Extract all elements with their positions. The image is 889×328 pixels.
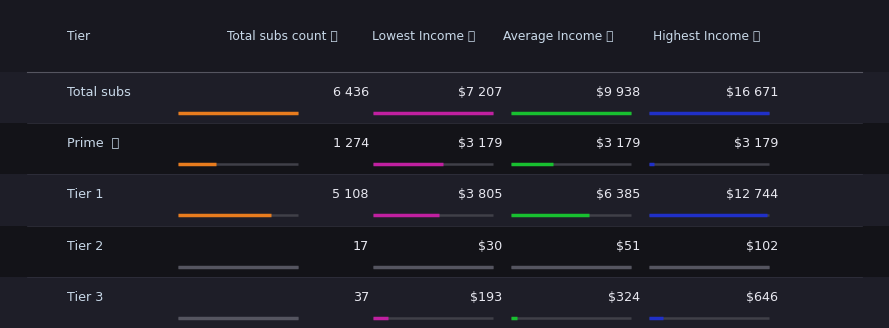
Text: Total subs count ⓘ: Total subs count ⓘ	[227, 30, 338, 43]
Text: $3 179: $3 179	[458, 137, 502, 150]
Text: $51: $51	[616, 240, 640, 253]
Text: Average Income ⓘ: Average Income ⓘ	[503, 30, 613, 43]
Bar	[0, 226, 889, 277]
Bar	[0, 277, 889, 328]
Text: 6 436: 6 436	[332, 86, 369, 99]
Text: $9 938: $9 938	[596, 86, 640, 99]
Bar	[0, 123, 889, 174]
Bar	[0, 174, 889, 226]
Text: $12 744: $12 744	[725, 189, 778, 201]
Text: Total subs: Total subs	[67, 86, 131, 99]
Text: Prime  ⓘ: Prime ⓘ	[67, 137, 119, 150]
Text: $3 179: $3 179	[596, 137, 640, 150]
Bar	[0, 72, 889, 123]
Text: Tier 2: Tier 2	[67, 240, 103, 253]
Text: Tier: Tier	[67, 30, 90, 43]
Text: 17: 17	[353, 240, 369, 253]
Text: $7 207: $7 207	[458, 86, 502, 99]
Text: $3 179: $3 179	[733, 137, 778, 150]
Text: $102: $102	[746, 240, 778, 253]
Text: 37: 37	[353, 291, 369, 304]
Text: $324: $324	[608, 291, 640, 304]
Text: $3 805: $3 805	[458, 189, 502, 201]
Text: $30: $30	[478, 240, 502, 253]
Text: $16 671: $16 671	[725, 86, 778, 99]
Text: 1 274: 1 274	[332, 137, 369, 150]
Text: $193: $193	[470, 291, 502, 304]
Text: 5 108: 5 108	[332, 189, 369, 201]
Text: $6 385: $6 385	[596, 189, 640, 201]
Text: Highest Income ⓘ: Highest Income ⓘ	[653, 30, 760, 43]
Text: Lowest Income ⓘ: Lowest Income ⓘ	[372, 30, 476, 43]
Text: Tier 1: Tier 1	[67, 189, 103, 201]
Text: Tier 3: Tier 3	[67, 291, 103, 304]
Text: $646: $646	[746, 291, 778, 304]
